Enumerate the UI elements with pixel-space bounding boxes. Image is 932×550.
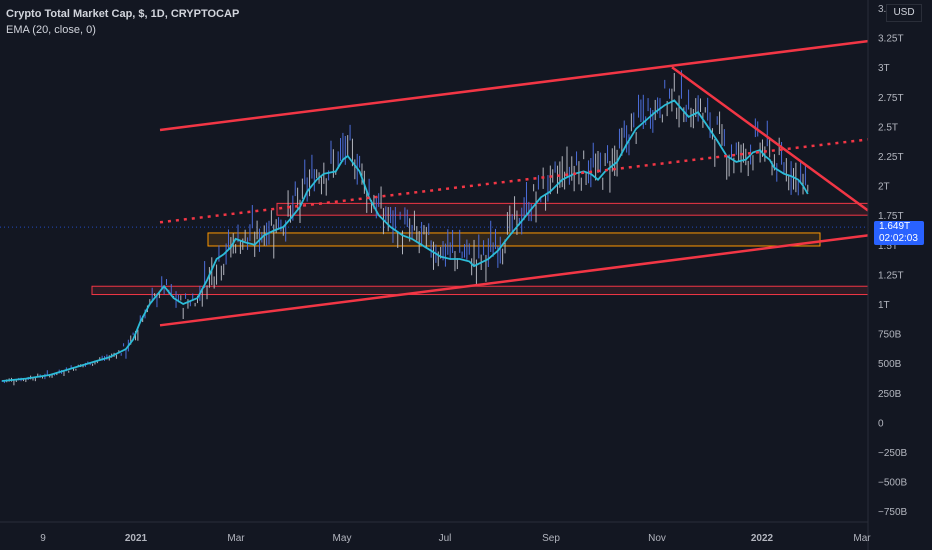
y-tick-label: 2T	[878, 182, 890, 193]
support-zone	[207, 232, 821, 247]
ema-line	[1, 99, 809, 382]
y-tick-label: 1T	[878, 300, 890, 311]
x-tick-label: Mar	[853, 533, 871, 544]
indicator-label[interactable]: EMA (20, close, 0)	[6, 24, 96, 36]
bar-countdown: 02:02:03	[879, 233, 918, 244]
y-tick-label: 3T	[878, 63, 890, 74]
x-tick-label: Nov	[648, 533, 666, 544]
x-tick-label: May	[333, 533, 352, 544]
last-price-label: 1.649T 02:02:03	[874, 221, 924, 245]
y-tick-label: 750B	[878, 330, 902, 341]
lower-channel-line	[159, 234, 869, 327]
y-tick-label: 1.5T	[878, 241, 898, 252]
y-tick-label: 2.5T	[878, 122, 898, 133]
symbol-title[interactable]: Crypto Total Market Cap, $, 1D, CRYPTOCA…	[6, 8, 240, 20]
y-tick-label: −250B	[878, 448, 908, 459]
resistance-zone	[276, 202, 869, 216]
y-tick-label: 2.75T	[878, 93, 904, 104]
y-tick-label: 250B	[878, 389, 902, 400]
x-tick-label: Jul	[439, 533, 452, 544]
lower-support-zone	[91, 285, 869, 296]
currency-badge[interactable]: USD	[886, 4, 922, 22]
y-tick-label: 0	[878, 418, 884, 429]
y-tick-label: 3.25T	[878, 34, 904, 45]
chart-legend: Crypto Total Market Cap, $, 1D, CRYPTOCA…	[6, 6, 239, 38]
y-tick-label: 1.25T	[878, 270, 904, 281]
axes: 3.5T3.25T3T2.75T2.5T2.25T2T1.75T1.5T1.25…	[0, 0, 908, 550]
x-tick-label: Mar	[227, 533, 245, 544]
upper-channel-line	[159, 39, 869, 132]
x-tick-label: 9	[40, 533, 46, 544]
x-tick-label: 2021	[125, 533, 148, 544]
x-tick-label: 2022	[751, 533, 774, 544]
x-tick-label: Sep	[542, 533, 560, 544]
y-tick-label: 2.25T	[878, 152, 904, 163]
descending-trendline	[671, 66, 869, 212]
y-tick-label: 500B	[878, 359, 902, 370]
trendlines	[159, 39, 869, 327]
last-price-value: 1.649T	[879, 221, 911, 232]
ema-series	[1, 99, 809, 382]
y-tick-label: −500B	[878, 478, 908, 489]
y-tick-label: 1.75T	[878, 211, 904, 222]
price-bars	[1, 70, 809, 386]
channel-midline	[159, 138, 869, 224]
y-tick-label: −750B	[878, 507, 908, 518]
